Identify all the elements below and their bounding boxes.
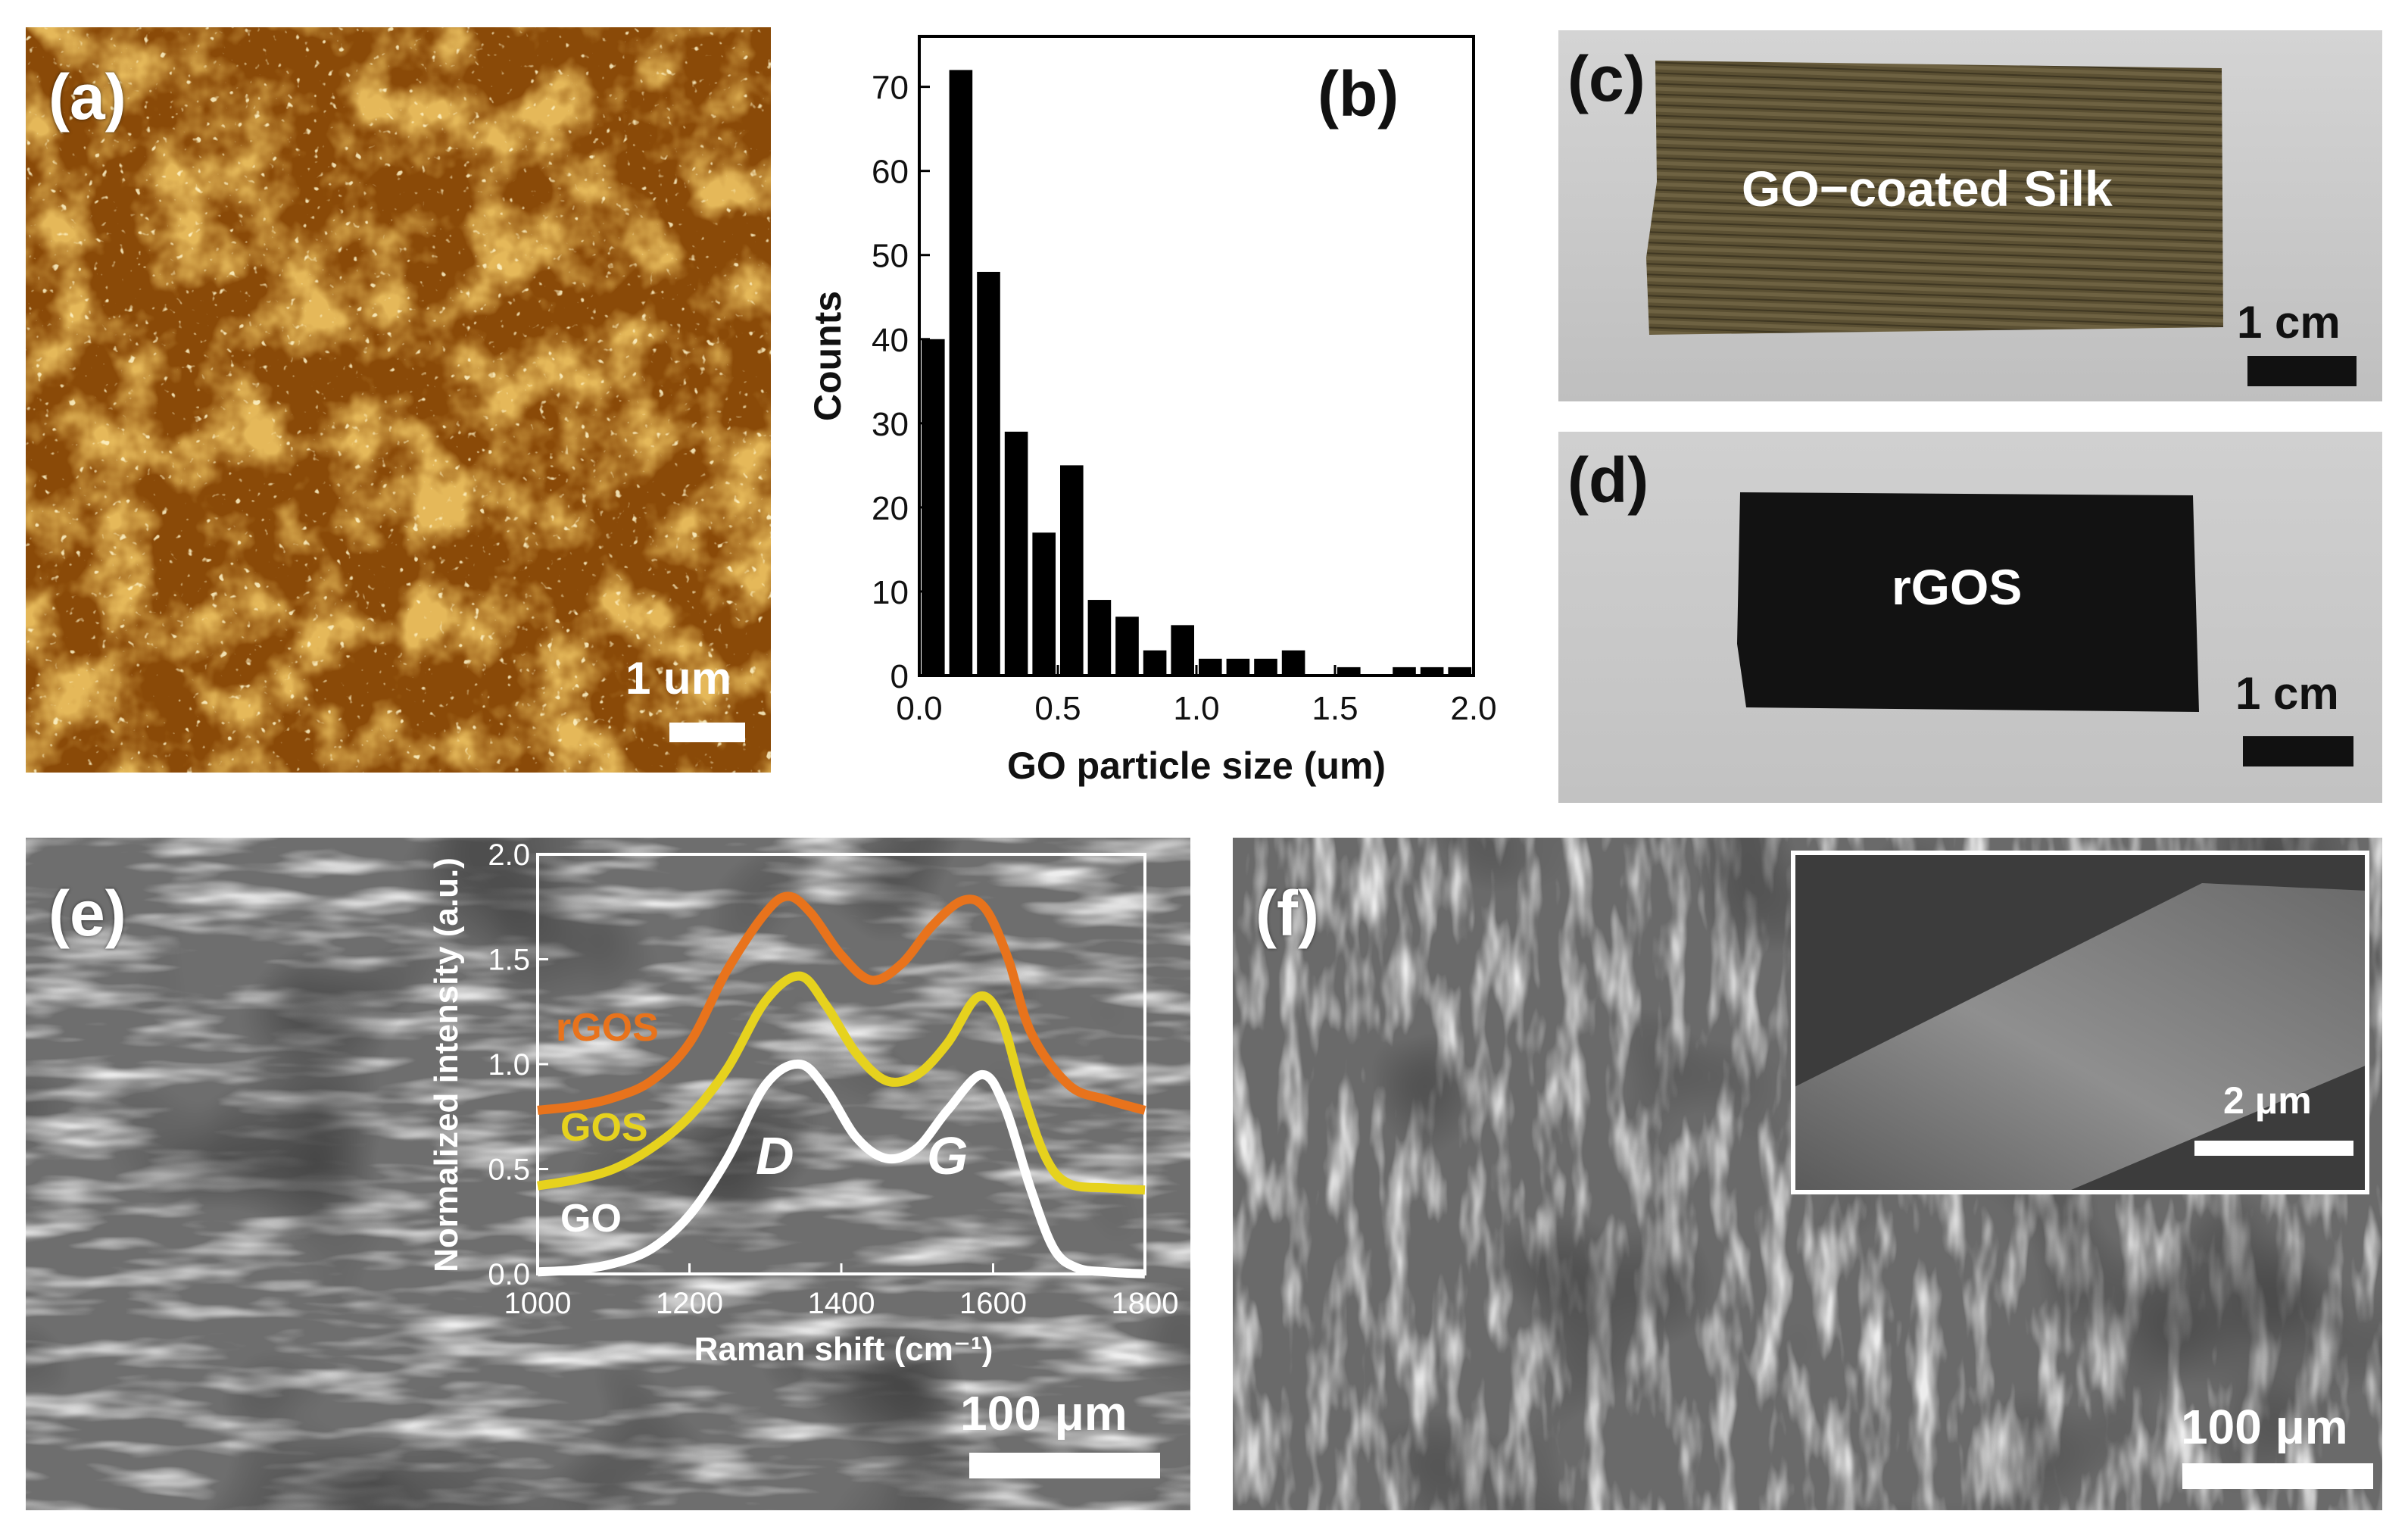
raman-legend-gos: GOS: [560, 1106, 648, 1150]
histogram-bar: [1060, 465, 1084, 676]
panel-a-afm-image: (a) 1 um: [26, 27, 771, 773]
panel-a-scale-text: 1 um: [625, 653, 732, 704]
panel-f-inset: [1791, 851, 2369, 1194]
histogram-bar: [1004, 431, 1028, 676]
raman-xlabel: Raman shift (cm⁻¹): [694, 1331, 993, 1368]
raman-series-rgos: [537, 891, 1146, 1115]
panel-d-sample-text: rGOS: [1892, 559, 2023, 615]
panel-c-label: (c): [1567, 43, 1645, 114]
raman-xtick-label: 1400: [808, 1287, 875, 1320]
go-silk-fabric: [1646, 61, 2223, 335]
raman-xtick-label: 1600: [959, 1287, 1027, 1320]
panel-f-inset-scale-bar: [2194, 1141, 2353, 1156]
panel-d-photo: rGOS (d) 1 cm: [1558, 432, 2382, 803]
histogram-ytick-label: 30: [872, 406, 909, 443]
histogram-bar: [1199, 658, 1222, 676]
panel-a-label: (a): [48, 61, 126, 133]
histogram-bar: [949, 70, 973, 676]
histogram-ytick-label: 40: [872, 322, 909, 359]
panel-b-histogram: 0 10 20 30 40 50 60 70 0.0 0.5 1.0 1.5 2.0 Counts GO…: [788, 15, 1499, 788]
histogram-bar: [1143, 650, 1167, 676]
raman-inset-chart: 0.0 0.5 1.0 1.5 2.0 1000 1200 1400 1600 1800 Norm…: [428, 838, 1179, 1368]
raman-ytick-label: 0.0: [488, 1258, 530, 1291]
histogram-bar: [1393, 667, 1416, 676]
raman-xtick-label: 1000: [504, 1287, 572, 1320]
histogram-bar: [1254, 658, 1277, 676]
raman-legend-go: GO: [560, 1197, 622, 1241]
histogram-xtick-label: 2.0: [1450, 690, 1496, 727]
afm-texture: [26, 27, 771, 773]
panel-d-label: (d): [1567, 445, 1649, 516]
histogram-ytick-label: 0: [891, 658, 909, 695]
histogram-bar: [1226, 658, 1250, 676]
raman-xtick-label: 1200: [656, 1287, 723, 1320]
panel-e-sem-image: 0.0 0.5 1.0 1.5 2.0 1000 1200 1400 1600 1800 Norm…: [26, 838, 1190, 1510]
histogram-ylabel: Counts: [806, 291, 849, 421]
histogram-bar: [977, 271, 1000, 676]
panel-e-label: (e): [48, 878, 126, 949]
rgos-fabric: [1737, 492, 2199, 712]
histogram-ytick-label: 70: [872, 70, 909, 107]
panel-d-scale-text: 1 cm: [2235, 668, 2339, 719]
panel-a-scale-bar: [669, 723, 745, 742]
panel-f-inset-scale-text: 2 μm: [2223, 1079, 2312, 1122]
panel-c-photo: GO−coated Silk (c) 1 cm: [1558, 30, 2382, 401]
raman-ylabel: Normalized intensity (a.u.): [428, 857, 465, 1272]
histogram-bar: [1337, 667, 1361, 676]
histogram-ytick-label: 10: [872, 574, 909, 611]
panel-e-scale-bar: [969, 1453, 1160, 1478]
histogram-xtick-label: 0.5: [1034, 690, 1081, 727]
raman-series-gos: [537, 971, 1146, 1195]
panel-c-sample-text: GO−coated Silk: [1742, 161, 2113, 217]
histogram-xtick-label: 0.0: [896, 690, 942, 727]
histogram-xtick-label: 1.5: [1312, 690, 1358, 727]
histogram-bar: [1032, 532, 1056, 676]
panel-e-scale-text: 100 μm: [960, 1386, 1128, 1441]
panel-f-label: (f): [1255, 878, 1319, 949]
histogram-ytick-label: 20: [872, 490, 909, 527]
panel-b-label: (b): [1318, 58, 1399, 130]
histogram-chart: 0 10 20 30 40 50 60 70 0.0 0.5 1.0 1.5 2.0 Counts GO…: [806, 35, 1497, 787]
histogram-ytick-label: 60: [872, 154, 909, 191]
histogram-bar: [1448, 667, 1471, 676]
raman-ytick-label: 0.5: [488, 1154, 530, 1187]
panel-f-sem-image: (f) 2 μm 100 μm: [1233, 838, 2382, 1510]
sem-texture-f: [1233, 838, 2382, 1510]
histogram-bar: [1087, 600, 1112, 676]
histogram-bar: [1171, 625, 1194, 676]
panel-f-scale-text: 100 μm: [2181, 1400, 2348, 1454]
histogram-bar: [1281, 650, 1305, 676]
raman-peak-d: D: [756, 1126, 794, 1185]
histogram-xlabel: GO particle size (um): [1007, 745, 1386, 787]
panel-d-scale-bar: [2243, 736, 2353, 766]
panel-c-scale-bar: [2247, 356, 2357, 386]
panel-c-scale-text: 1 cm: [2237, 297, 2341, 348]
raman-ytick-label: 1.5: [488, 944, 530, 977]
raman-xtick-label: 1800: [1112, 1287, 1179, 1320]
histogram-bar: [1115, 617, 1139, 676]
raman-series-go: [537, 1059, 1146, 1278]
histogram-xtick-label: 1.0: [1173, 690, 1219, 727]
raman-ytick-label: 2.0: [488, 838, 530, 872]
raman-ytick-label: 1.0: [488, 1048, 530, 1082]
histogram-bar: [1420, 667, 1444, 676]
histogram-frame: [918, 35, 1475, 677]
raman-legend-rgos: rGOS: [556, 1006, 659, 1050]
panel-f-scale-bar: [2182, 1463, 2373, 1489]
raman-peak-g: G: [927, 1126, 968, 1185]
histogram-ytick-label: 50: [872, 238, 909, 275]
